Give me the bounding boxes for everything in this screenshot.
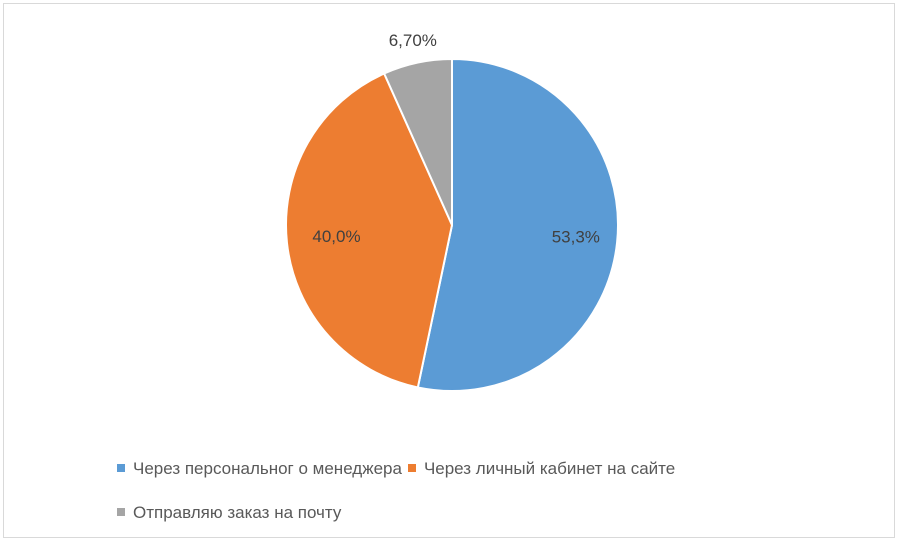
chart-frame: 53,3% 40,0% 6,70% Через персональног о мен… [3,3,895,538]
legend-item-email-order: Отправляю заказ на почту [117,504,341,521]
data-label-personal-account: 40,0% [312,227,360,246]
legend: Через персональног о менеджера Через лич… [117,454,797,542]
legend-swatch-personal-account [407,464,416,472]
legend-label-personal-manager: Через персональног о менеджера [133,458,402,478]
pie-slice-personal-manager [416,57,619,392]
legend-label-personal-account: Через личный кабинет на сайте [423,458,676,478]
legend-item-personal-account: Через личный кабинет на сайте [407,458,676,478]
legend-item-personal-manager: Через персональног о менеджера [117,460,402,477]
legend-label-email-order: Отправляю заказ на почту [133,502,342,522]
pie-slice-email-order [382,57,453,226]
legend-row-2: Отправляю заказ на почту [117,498,797,526]
legend-swatch-email-order [117,508,125,516]
data-label-personal-manager: 53,3% [552,227,600,246]
pie-slice-personal-account [285,72,454,389]
data-label-email-order: 6,70% [389,31,437,50]
legend-row-1: Через персональног о менеджера Через лич… [117,454,797,482]
pie-chart: 53,3% 40,0% 6,70% [285,31,619,392]
legend-swatch-personal-manager [117,464,125,472]
